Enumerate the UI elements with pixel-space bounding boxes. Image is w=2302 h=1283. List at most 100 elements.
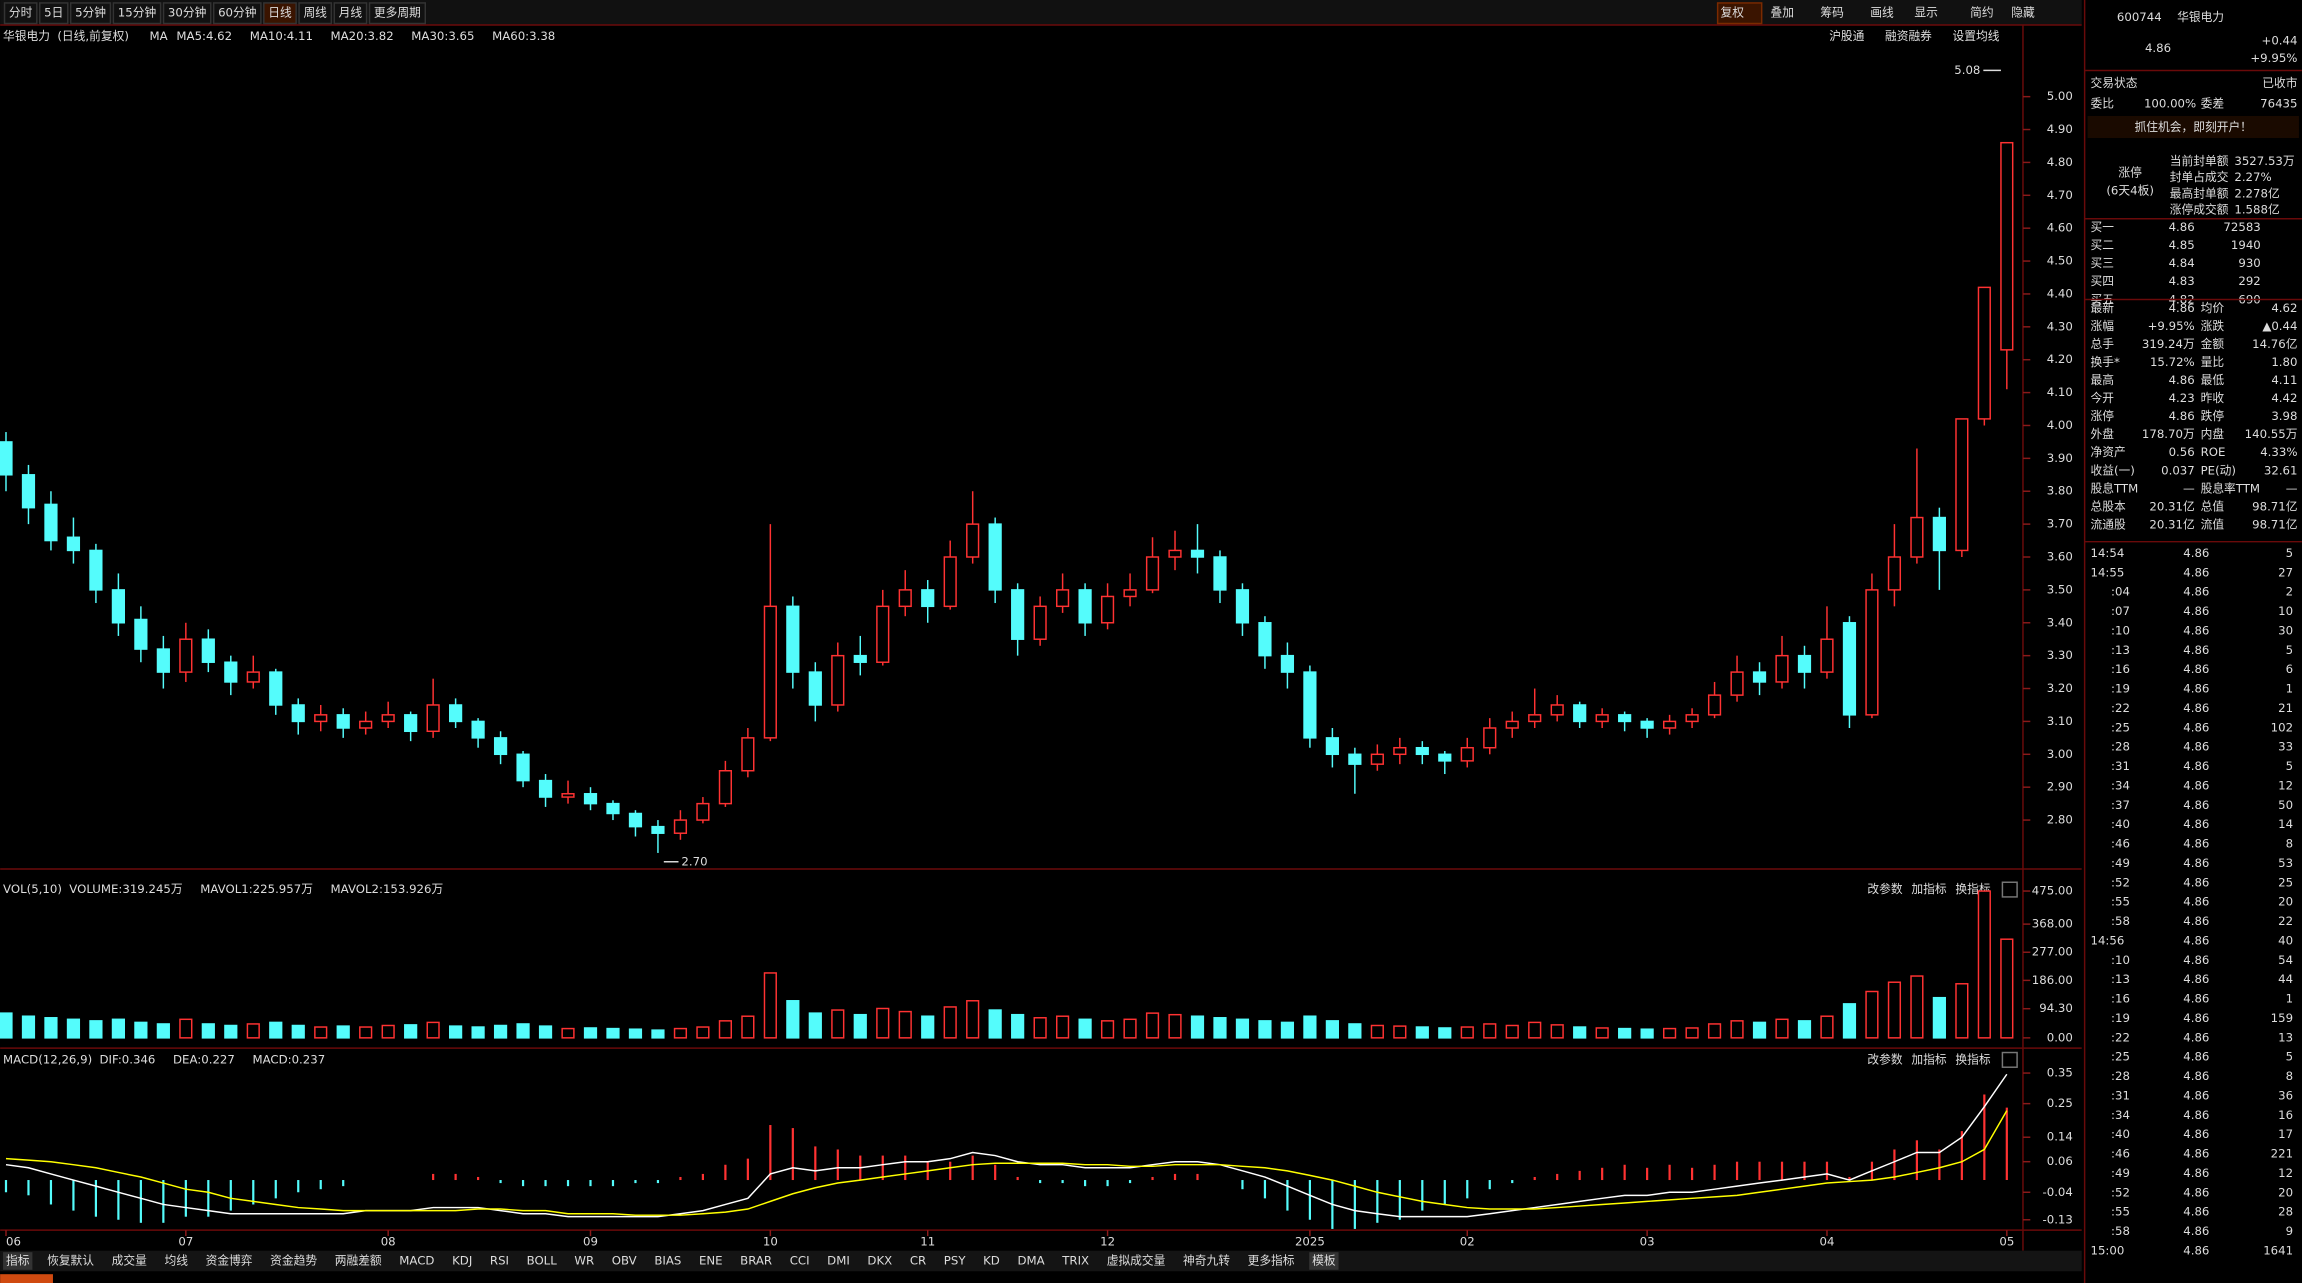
indicator-tab[interactable]: 资金趋势 [270,1253,317,1267]
volume-bar [134,1021,148,1039]
price-change: +0.44 [2262,34,2298,48]
panel-tool[interactable]: 加指标 [1911,882,1946,896]
indicator-tab[interactable]: 指标 [6,1253,30,1267]
period-tab[interactable]: 日线 [268,6,292,20]
stat-label: 净资产 [2090,445,2125,459]
toolbar-button[interactable]: 叠加 [1770,6,1793,20]
toolbar-button[interactable]: 复权 [1721,6,1745,20]
period-tab[interactable]: 月线 [339,6,363,20]
indicator-tab[interactable]: ENE [699,1253,723,1267]
trade-time: :31 [2111,1088,2130,1102]
indicator-tab[interactable]: MACD [399,1253,434,1267]
period-tab[interactable]: 周线 [303,6,327,20]
trade-time: :49 [2111,1166,2130,1180]
toolbar-button[interactable]: 筹码 [1820,6,1844,20]
indicator-tab[interactable]: CR [910,1253,926,1267]
trade-price: 4.86 [2183,933,2209,947]
period-tab[interactable]: 15分钟 [118,6,156,20]
trade-price: 4.86 [2183,914,2209,928]
indicator-tab[interactable]: DMI [827,1253,850,1267]
y-tick-label: 3.40 [2047,615,2073,629]
diff-label: 委差 [2201,97,2225,111]
y-tick-label: 4.60 [2047,221,2073,235]
chart-link[interactable]: 融资融券 [1885,29,1932,43]
indicator-tab[interactable]: 模板 [1312,1253,1336,1267]
period-tab[interactable]: 分时 [9,6,33,20]
indicator-tab[interactable]: 恢复默认 [47,1253,94,1267]
legend-entry: MA10:4.11 [250,29,313,43]
indicator-tab[interactable]: DKX [867,1253,892,1267]
stat-value: — [2183,481,2195,495]
close-button[interactable] [2001,1051,2018,1068]
indicator-tab[interactable]: DMA [1017,1253,1044,1267]
stat-value: 1.80 [2271,355,2297,369]
trade-price: 4.86 [2183,682,2209,696]
close-button[interactable] [2001,881,2018,898]
trade-time: :31 [2111,759,2130,773]
indicator-tab[interactable]: BRAR [740,1253,772,1267]
trade-time: :10 [2111,953,2130,967]
indicator-tab[interactable]: 更多指标 [1248,1253,1295,1267]
indicator-tab[interactable]: RSI [490,1253,509,1267]
candle-body [786,605,800,673]
y-tick-label: 4.50 [2047,254,2073,268]
toolbar-button[interactable]: 隐藏 [2011,6,2035,20]
indicator-tab[interactable]: 均线 [164,1253,188,1267]
indicator-tab[interactable]: 虚拟成交量 [1107,1253,1166,1267]
x-tick-label: 12 [1100,1234,1115,1248]
trade-volume: 44 [2278,972,2293,986]
panel-tool[interactable]: 加指标 [1911,1052,1946,1066]
period-tab[interactable]: 30分钟 [168,6,206,20]
trade-price: 4.86 [2183,1088,2209,1102]
indicator-tab[interactable]: 两融差额 [335,1253,382,1267]
trade-volume: 16 [2278,1108,2293,1122]
candle-body [1640,720,1654,729]
indicator-tab[interactable]: 资金博弈 [206,1253,253,1267]
volume-bar [1595,1027,1609,1039]
volume-bar [1752,1021,1767,1039]
volume-bar [966,1000,980,1039]
indicator-tab[interactable]: 神奇九转 [1183,1253,1230,1267]
panel-tool[interactable]: 改参数 [1867,1052,1902,1066]
volume-bar [156,1023,170,1039]
indicator-tab[interactable]: KDJ [452,1253,472,1267]
indicator-tab[interactable]: KD [983,1253,1000,1267]
candle-body [831,654,845,706]
indicator-tab[interactable]: 成交量 [112,1253,147,1267]
volume-bar [1865,990,1879,1039]
period-tab[interactable]: 60分钟 [218,6,256,20]
period-tab[interactable]: 更多周期 [374,6,421,20]
panel-tool[interactable]: 换指标 [1955,1052,1990,1066]
indicator-tab[interactable]: TRIX [1061,1253,1089,1267]
limit-row-value: 2.27% [2234,170,2271,184]
volume-bar [1438,1027,1452,1039]
indicator-tab[interactable]: OBV [612,1253,637,1267]
promo-link[interactable]: 抓住机会，即刻开户！ [2135,120,2252,134]
panel-tool[interactable]: 改参数 [1867,882,1902,896]
promo-box[interactable] [2087,115,2299,138]
toolbar-button[interactable]: 显示 [1914,6,1938,20]
volume-bar [786,1000,800,1039]
trade-volume: 102 [2271,720,2293,734]
indicator-tab[interactable]: BOLL [527,1253,558,1267]
toolbar-button[interactable]: 画线 [1870,6,1894,20]
indicator-tab[interactable]: BIAS [654,1253,681,1267]
trade-price: 4.86 [2183,972,2209,986]
toolbar-button[interactable]: 简约 [1970,6,1993,20]
status-label: 交易状态 [2090,76,2137,90]
trade-price: 4.86 [2183,720,2209,734]
chart-link[interactable]: 设置均线 [1953,29,2000,43]
period-tab[interactable]: 5日 [44,6,63,20]
candle-body [1595,714,1609,723]
trade-price: 4.86 [2183,585,2209,599]
chart-link[interactable]: 沪股通 [1829,29,1864,43]
volume-bar [111,1018,126,1039]
indicator-tab[interactable]: WR [574,1253,594,1267]
y-tick-label: 0.25 [2047,1096,2073,1110]
indicator-tab[interactable]: CCI [790,1253,810,1267]
legend-entry: MA60:3.38 [492,29,555,43]
indicator-tab[interactable]: PSY [944,1253,967,1267]
stat-value: 4.86 [2169,409,2195,423]
volume-bar [1618,1027,1632,1039]
period-tab[interactable]: 5分钟 [75,6,106,20]
